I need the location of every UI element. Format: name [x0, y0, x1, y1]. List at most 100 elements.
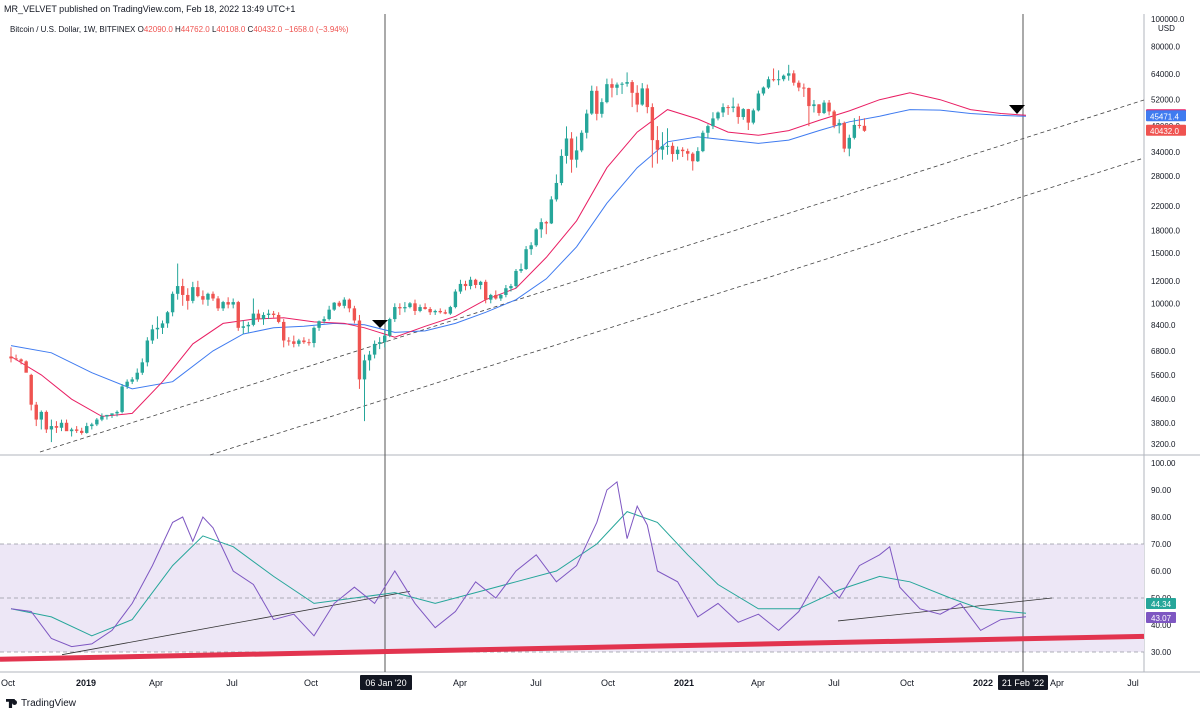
- candle-up[interactable]: [787, 73, 791, 76]
- candle-down[interactable]: [595, 90, 599, 114]
- candle-down[interactable]: [44, 411, 49, 430]
- candle-up[interactable]: [625, 82, 629, 84]
- candle-up[interactable]: [140, 362, 144, 373]
- candle-down[interactable]: [438, 310, 442, 313]
- candle-up[interactable]: [150, 329, 155, 341]
- candle-up[interactable]: [554, 182, 559, 200]
- candle-down[interactable]: [842, 122, 846, 149]
- candle-up[interactable]: [574, 150, 579, 160]
- candle-up[interactable]: [175, 286, 180, 294]
- candle-up[interactable]: [317, 321, 321, 328]
- rsi-support-line[interactable]: [0, 633, 1145, 662]
- candle-up[interactable]: [585, 113, 589, 133]
- candle-up[interactable]: [49, 426, 54, 430]
- candle-up[interactable]: [191, 287, 195, 301]
- candle-up[interactable]: [367, 354, 372, 361]
- candle-down[interactable]: [347, 299, 352, 309]
- candle-up[interactable]: [741, 109, 745, 118]
- candle-down[interactable]: [357, 320, 362, 380]
- candle-down[interactable]: [802, 87, 806, 89]
- candle-down[interactable]: [80, 430, 84, 433]
- candle-up[interactable]: [499, 294, 503, 299]
- candle-down[interactable]: [817, 104, 821, 114]
- candle-down[interactable]: [292, 341, 296, 344]
- candle-up[interactable]: [600, 102, 604, 114]
- candle-down[interactable]: [423, 307, 427, 309]
- candle-up[interactable]: [549, 199, 554, 224]
- candle-up[interactable]: [711, 118, 715, 127]
- candle-up[interactable]: [514, 270, 518, 287]
- candle-down[interactable]: [64, 422, 69, 432]
- candle-up[interactable]: [206, 293, 210, 300]
- candle-down[interactable]: [569, 138, 574, 160]
- candle-down[interactable]: [680, 149, 685, 152]
- candle-down[interactable]: [302, 340, 306, 343]
- candle-up[interactable]: [660, 146, 665, 150]
- candle-up[interactable]: [90, 424, 94, 427]
- candle-up[interactable]: [675, 149, 680, 155]
- channel-lower-line[interactable]: [209, 157, 1145, 456]
- candle-down[interactable]: [413, 303, 417, 311]
- candle-up[interactable]: [231, 302, 235, 305]
- candle-up[interactable]: [448, 307, 453, 314]
- candle-down[interactable]: [287, 340, 291, 342]
- candle-up[interactable]: [590, 90, 594, 114]
- rsi-trendline[interactable]: [837, 597, 1053, 622]
- candle-up[interactable]: [731, 106, 735, 108]
- candle-up[interactable]: [761, 87, 766, 94]
- candle-down[interactable]: [686, 151, 690, 154]
- candle-up[interactable]: [327, 309, 331, 320]
- candle-up[interactable]: [372, 343, 377, 355]
- candle-up[interactable]: [534, 229, 538, 246]
- candle-up[interactable]: [241, 326, 245, 328]
- candle-up[interactable]: [403, 307, 407, 309]
- candle-down[interactable]: [282, 321, 286, 341]
- candle-down[interactable]: [226, 302, 230, 305]
- candle-up[interactable]: [377, 342, 382, 344]
- candle-up[interactable]: [418, 307, 422, 311]
- candle-down[interactable]: [181, 286, 185, 295]
- candle-down[interactable]: [337, 302, 341, 306]
- candle-up[interactable]: [408, 303, 412, 308]
- candle-down[interactable]: [352, 308, 357, 321]
- candle-down[interactable]: [726, 107, 730, 109]
- candle-up[interactable]: [160, 323, 165, 328]
- ema-slow-line[interactable]: [10, 109, 1027, 390]
- candle-up[interactable]: [812, 104, 816, 107]
- candle-up[interactable]: [605, 84, 609, 103]
- candle-up[interactable]: [155, 327, 160, 330]
- candle-up[interactable]: [266, 313, 271, 315]
- candle-up[interactable]: [115, 411, 119, 414]
- candle-up[interactable]: [706, 126, 710, 133]
- candle-up[interactable]: [388, 319, 392, 336]
- candle-down[interactable]: [655, 140, 660, 150]
- candle-up[interactable]: [95, 419, 99, 425]
- candle-up[interactable]: [509, 286, 513, 289]
- candle-down[interactable]: [196, 287, 200, 297]
- candle-down[interactable]: [857, 124, 862, 126]
- candle-up[interactable]: [837, 122, 841, 126]
- candle-down[interactable]: [29, 374, 33, 405]
- candle-up[interactable]: [453, 291, 458, 308]
- candle-up[interactable]: [524, 249, 528, 270]
- candle-up[interactable]: [100, 416, 104, 420]
- candle-down[interactable]: [807, 87, 811, 107]
- candle-up[interactable]: [468, 279, 473, 287]
- candle-down[interactable]: [186, 294, 190, 301]
- candle-up[interactable]: [822, 102, 826, 114]
- candle-up[interactable]: [120, 386, 124, 412]
- candle-up[interactable]: [579, 132, 584, 151]
- candle-down[interactable]: [443, 312, 447, 314]
- candle-up[interactable]: [170, 293, 175, 313]
- rsi-line[interactable]: [10, 480, 1027, 648]
- candle-down[interactable]: [797, 82, 801, 88]
- candle-up[interactable]: [539, 222, 543, 230]
- tradingview-logo[interactable]: TradingView: [6, 698, 76, 709]
- candle-up[interactable]: [261, 314, 266, 320]
- candle-up[interactable]: [105, 414, 109, 417]
- candle-down[interactable]: [792, 73, 796, 83]
- candle-down[interactable]: [54, 426, 59, 428]
- candle-up[interactable]: [322, 319, 326, 322]
- candle-up[interactable]: [640, 88, 644, 105]
- candle-up[interactable]: [751, 110, 756, 123]
